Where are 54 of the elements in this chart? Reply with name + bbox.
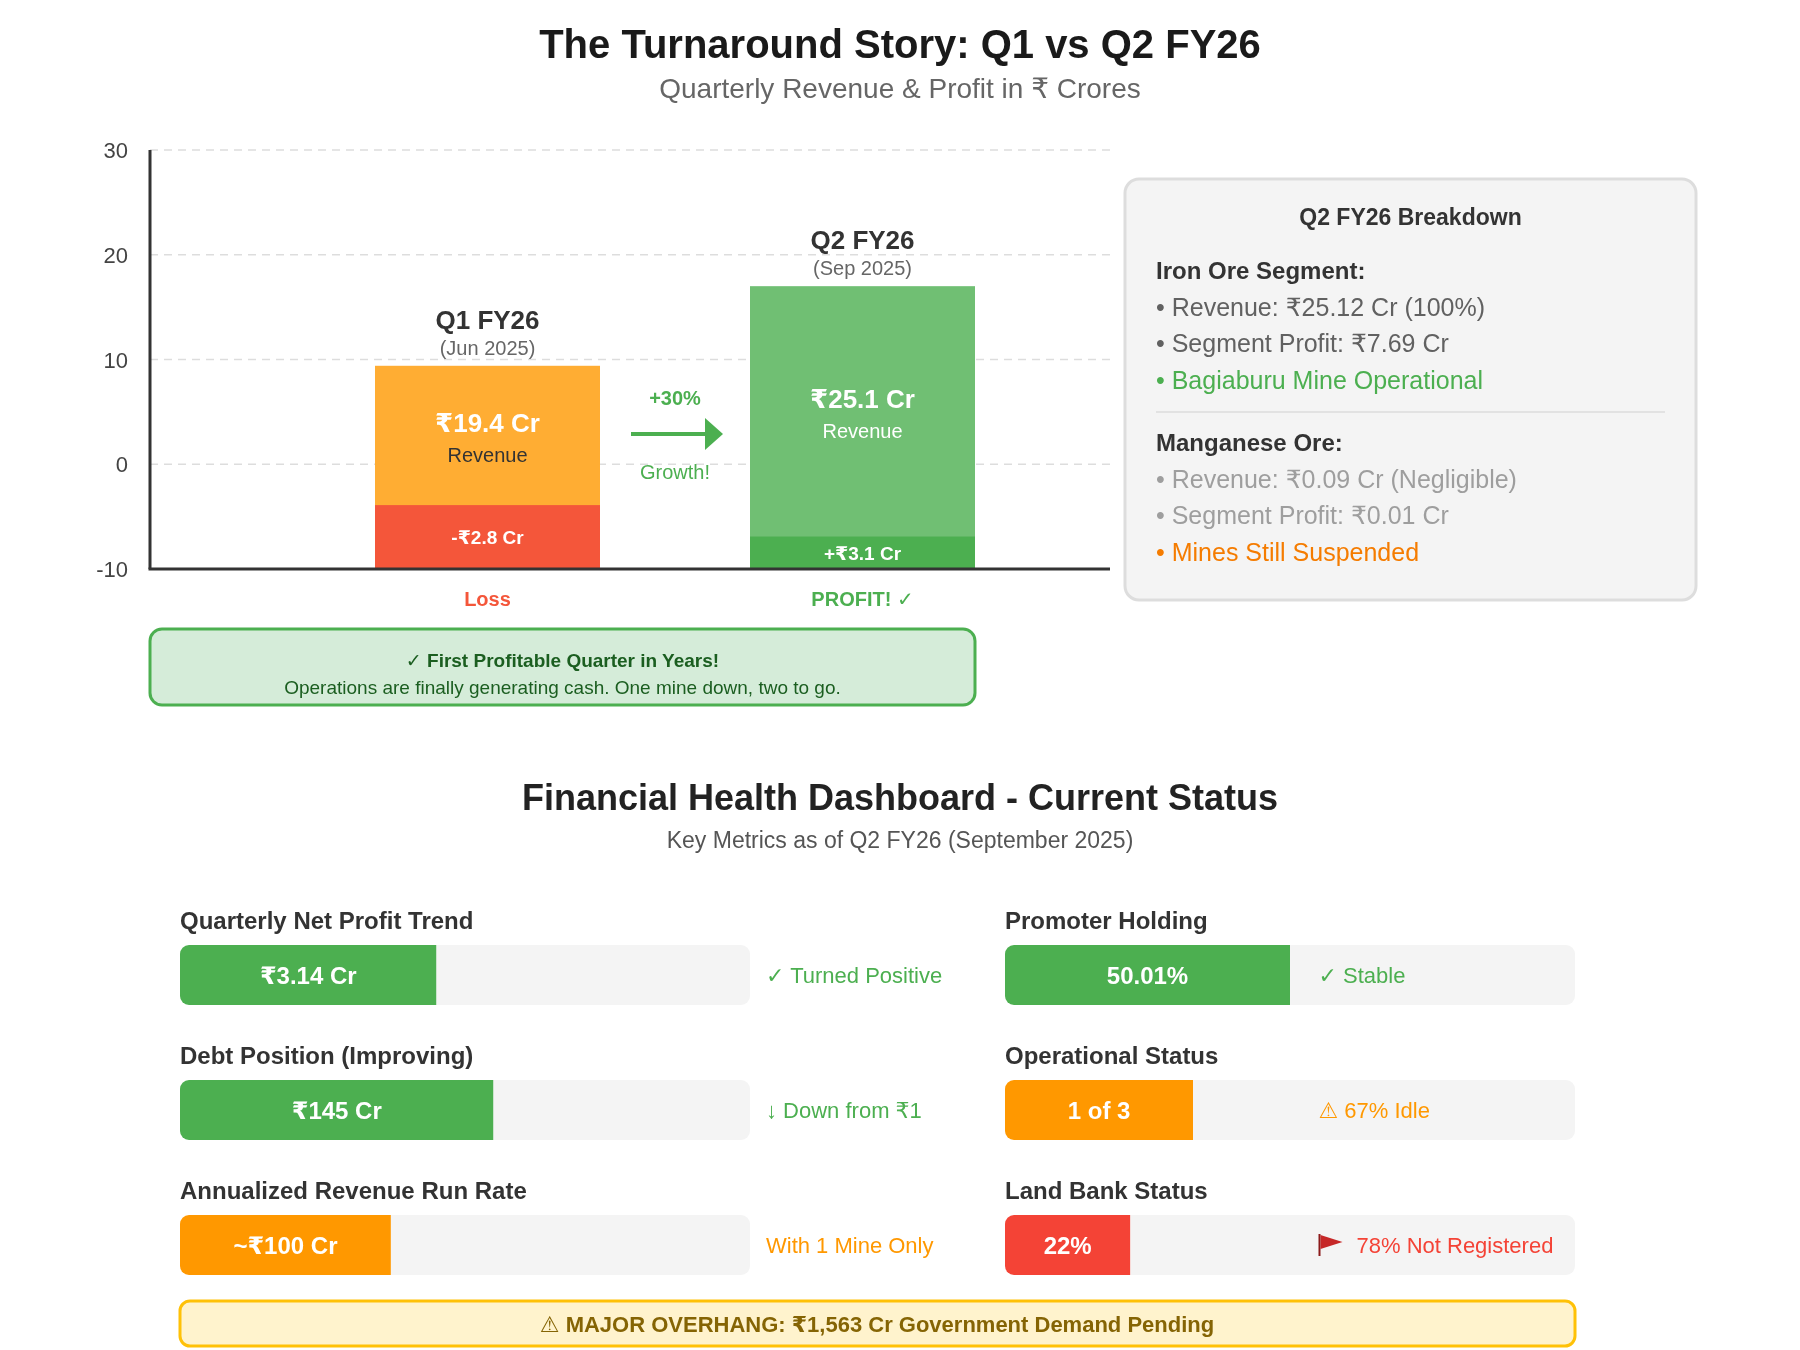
text: Key Metrics as of Q2 FY26 (September 2025) [666,827,1134,853]
y-tick-label: -10 [96,556,128,582]
annotation: ₹145 Cr [291,1096,382,1124]
x-tick-label: Q1 FY26 [435,304,540,335]
text: ↓ Down from ₹1 [766,1097,922,1123]
y-tick-label: 30 [103,137,128,163]
text: • Mines Still Suspended [1156,537,1420,566]
text: ✓ First Profitable Quarter in Years! [405,649,720,671]
text: PROFIT! ✓ [811,588,914,610]
text: • Bagiaburu Mine Operational [1156,365,1484,394]
chart-title: The Turnaround Story: Q1 vs Q2 FY26 [539,22,1261,66]
annotation: -₹2.8 Cr [451,526,525,548]
y-tick-label: Annualized Revenue Run Rate [180,1176,527,1204]
y-tick-label: Operational Status [1005,1041,1219,1069]
text: • Revenue: ₹0.09 Cr (Negligible) [1156,464,1517,493]
text: Operations are finally generating cash. One mine down, two to go. [284,676,841,698]
annotation: 50.01% [1106,961,1189,989]
text: Manganese Ore: [1156,428,1343,456]
annotation: 22% [1043,1231,1092,1259]
text: ⚠ MAJOR OVERHANG: ₹1,563 Cr Government Demand Pending [539,1311,1215,1337]
text: ✓ Turned Positive [766,962,943,988]
y-tick-label: 10 [103,347,128,372]
annotation: +₹3.1 Cr [823,542,902,564]
y-tick-label: 20 [103,242,128,268]
annotation: ✓ Stable [1318,962,1406,988]
y-tick-label: Quarterly Net Profit Trend [180,906,474,934]
text: • Segment Profit: ₹0.01 Cr [1156,501,1449,529]
annotation: +30% [649,387,702,409]
annotation: (Jun 2025) [439,336,536,359]
chart-subtitle: Quarterly Revenue & Profit in ₹ Crores [659,72,1141,104]
annotation: 78% Not Registered [1356,1232,1554,1258]
text: Q2 FY26 Breakdown [1299,204,1522,230]
annotation: ₹19.4 Cr [435,408,540,439]
text: With 1 Mine Only [766,1232,934,1258]
annotation: ₹25.1 Cr [810,384,915,415]
series-label: Revenue [447,444,528,467]
text: • Revenue: ₹25.12 Cr (100%) [1156,292,1485,321]
text: Financial Health Dashboard - Current Status [521,776,1279,818]
annotation: (Sep 2025) [813,257,912,280]
annotation: ~₹100 Cr [233,1231,338,1259]
annotation: ⚠ 67% Idle [1318,1097,1430,1123]
bar [375,505,600,569]
text: Loss [464,588,511,610]
text: Revenue [822,420,903,443]
annotation: Growth! [639,461,711,483]
y-tick-label: Debt Position (Improving) [180,1041,474,1069]
annotation: ₹3.14 Cr [259,961,357,989]
annotation: 1 of 3 [1067,1096,1131,1124]
y-tick-label: Land Bank Status [1005,1176,1208,1204]
text: Iron Ore Segment: [1156,256,1366,284]
y-tick-label: 0 [115,451,128,477]
y-tick-label: Promoter Holding [1005,906,1208,934]
x-tick-label: Q2 FY26 [810,225,915,256]
text: • Segment Profit: ₹7.69 Cr [1156,329,1449,357]
